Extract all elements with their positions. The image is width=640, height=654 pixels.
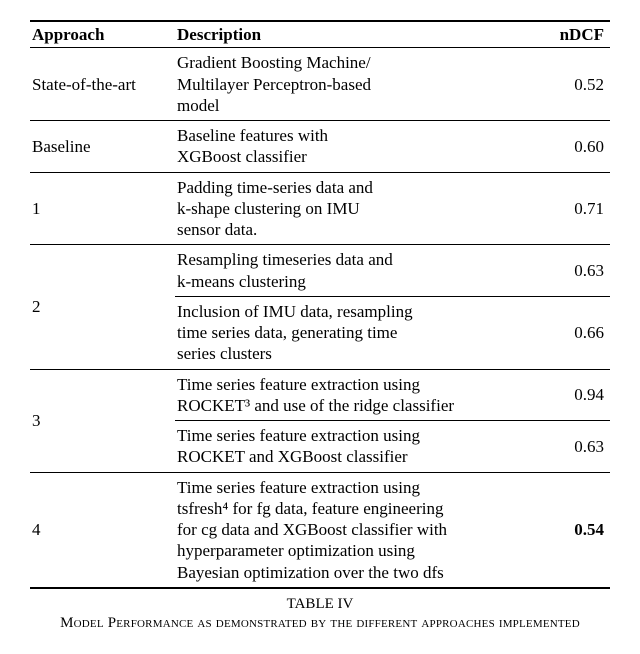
cell-description: Time series feature extraction usingROCK… [175,369,523,421]
cell-ndcf: 0.52 [523,48,610,121]
cell-ndcf: 0.71 [523,172,610,245]
table-row: 1Padding time-series data andk-shape clu… [30,172,610,245]
cell-approach: 3 [30,369,175,472]
table-row: 2Resampling timeseries data andk-means c… [30,245,610,297]
cell-approach: 2 [30,245,175,369]
table-row: 4Time series feature extraction usingtsf… [30,472,610,588]
table-body: State-of-the-artGradient Boosting Machin… [30,48,610,588]
cell-ndcf: 0.54 [523,472,610,588]
table-row: 3Time series feature extraction usingROC… [30,369,610,421]
cell-description: Resampling timeseries data andk-means cl… [175,245,523,297]
cell-ndcf: 0.63 [523,421,610,473]
cell-ndcf: 0.66 [523,296,610,369]
cell-approach: Baseline [30,121,175,173]
header-description: Description [175,21,523,48]
cell-approach: State-of-the-art [30,48,175,121]
header-ndcf: nDCF [523,21,610,48]
cell-description: Inclusion of IMU data, resamplingtime se… [175,296,523,369]
cell-ndcf: 0.94 [523,369,610,421]
header-approach: Approach [30,21,175,48]
cell-approach: 1 [30,172,175,245]
caption-title: TABLE IV [30,595,610,615]
cell-description: Baseline features withXGBoost classifier [175,121,523,173]
cell-ndcf: 0.63 [523,245,610,297]
cell-approach: 4 [30,472,175,588]
cell-description: Time series feature extraction usingtsfr… [175,472,523,588]
cell-description: Time series feature extraction usingROCK… [175,421,523,473]
cell-ndcf: 0.60 [523,121,610,173]
caption-text: Model Performance as demonstrated by the… [30,614,610,634]
header-row: Approach Description nDCF [30,21,610,48]
cell-description: Padding time-series data andk-shape clus… [175,172,523,245]
performance-table: Approach Description nDCF State-of-the-a… [30,20,610,589]
cell-description: Gradient Boosting Machine/Multilayer Per… [175,48,523,121]
table-row: State-of-the-artGradient Boosting Machin… [30,48,610,121]
table-row: BaselineBaseline features withXGBoost cl… [30,121,610,173]
table-caption: TABLE IV Model Performance as demonstrat… [30,595,610,634]
